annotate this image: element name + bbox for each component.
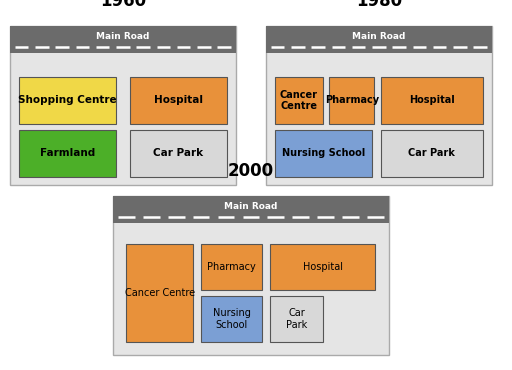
Text: Cancer
Centre: Cancer Centre — [280, 90, 318, 111]
Bar — [275, 77, 323, 124]
Bar — [201, 296, 262, 342]
Text: Main Road: Main Road — [96, 32, 150, 41]
Bar — [130, 77, 226, 124]
Text: 1960: 1960 — [100, 0, 146, 10]
Text: Nursing
School: Nursing School — [212, 308, 250, 330]
Bar — [275, 130, 372, 177]
Bar — [266, 26, 492, 53]
Text: Farmland: Farmland — [40, 148, 95, 158]
Text: Hospital: Hospital — [154, 95, 203, 105]
Bar — [10, 26, 236, 53]
Text: Main Road: Main Road — [224, 202, 278, 211]
Text: Hospital: Hospital — [303, 262, 343, 272]
Bar — [201, 244, 262, 290]
Text: 2000: 2000 — [228, 162, 274, 180]
Text: Nursing School: Nursing School — [282, 148, 365, 158]
Bar — [270, 296, 323, 342]
Text: 1980: 1980 — [356, 0, 402, 10]
Bar — [381, 130, 482, 177]
Text: Pharmacy: Pharmacy — [325, 95, 379, 105]
Text: Car Park: Car Park — [409, 148, 455, 158]
Bar — [381, 77, 482, 124]
Bar — [329, 77, 374, 124]
Bar — [19, 130, 116, 177]
Text: Main Road: Main Road — [352, 32, 406, 41]
Bar — [113, 196, 389, 223]
Bar — [130, 130, 226, 177]
Text: Car Park: Car Park — [153, 148, 203, 158]
Bar — [126, 244, 193, 342]
Text: Car
Park: Car Park — [286, 308, 307, 330]
Text: Pharmacy: Pharmacy — [207, 262, 256, 272]
Bar — [270, 244, 375, 290]
Text: Shopping Centre: Shopping Centre — [18, 95, 117, 105]
Bar — [19, 77, 116, 124]
Text: Hospital: Hospital — [409, 95, 455, 105]
Text: Cancer Centre: Cancer Centre — [124, 288, 195, 298]
